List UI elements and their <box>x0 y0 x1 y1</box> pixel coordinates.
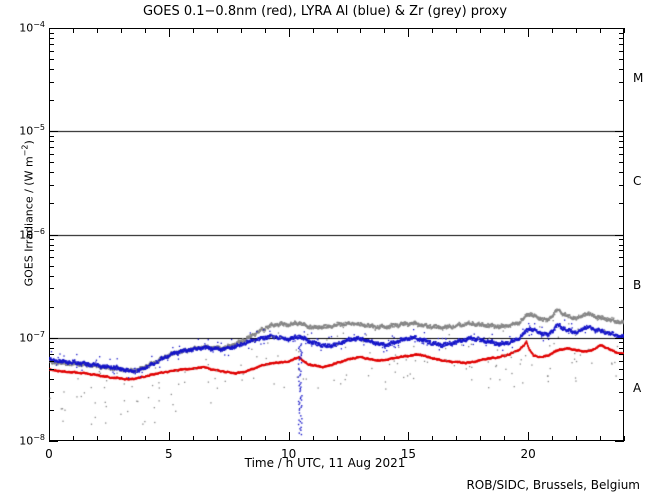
y-axis-title: GOES Irradiance / (W m−2) <box>21 93 36 333</box>
y-axis-title-exponent: −2 <box>20 144 30 157</box>
flare-class-label-A: A <box>633 380 642 395</box>
x-tick-top-24 <box>624 28 625 33</box>
flare-class-label-M: M <box>633 71 644 86</box>
y-tick-1e-8 <box>49 441 58 442</box>
chart-title: GOES 0.1−0.8nm (red), LYRA Al (blue) & Z… <box>142 4 508 19</box>
y-tick-mantissa: 10 <box>19 331 34 345</box>
flare-class-label-B: B <box>633 277 642 292</box>
x-tick-24 <box>624 436 625 441</box>
y-axis-title-close: ) <box>22 140 36 145</box>
credit-text: ROB/SIDC, Brussels, Belgium <box>466 478 640 492</box>
y-tick-right-1e-8 <box>615 441 624 442</box>
y-tick-exponent: −4 <box>33 20 45 29</box>
y-axis-title-main: GOES Irradiance / (W m <box>22 156 36 287</box>
y-tick-label-1e-8: 10−8 <box>1 433 45 448</box>
plot-data-canvas <box>49 28 624 441</box>
y-tick-mantissa: 10 <box>19 434 34 448</box>
y-tick-mantissa: 10 <box>19 21 34 35</box>
flare-class-label-C: C <box>633 174 642 189</box>
x-axis-title: Time / h UTC, 11 Aug 2021 <box>244 456 406 470</box>
y-tick-exponent: −8 <box>33 433 45 442</box>
y-tick-label-1e-4: 10−4 <box>1 20 45 35</box>
